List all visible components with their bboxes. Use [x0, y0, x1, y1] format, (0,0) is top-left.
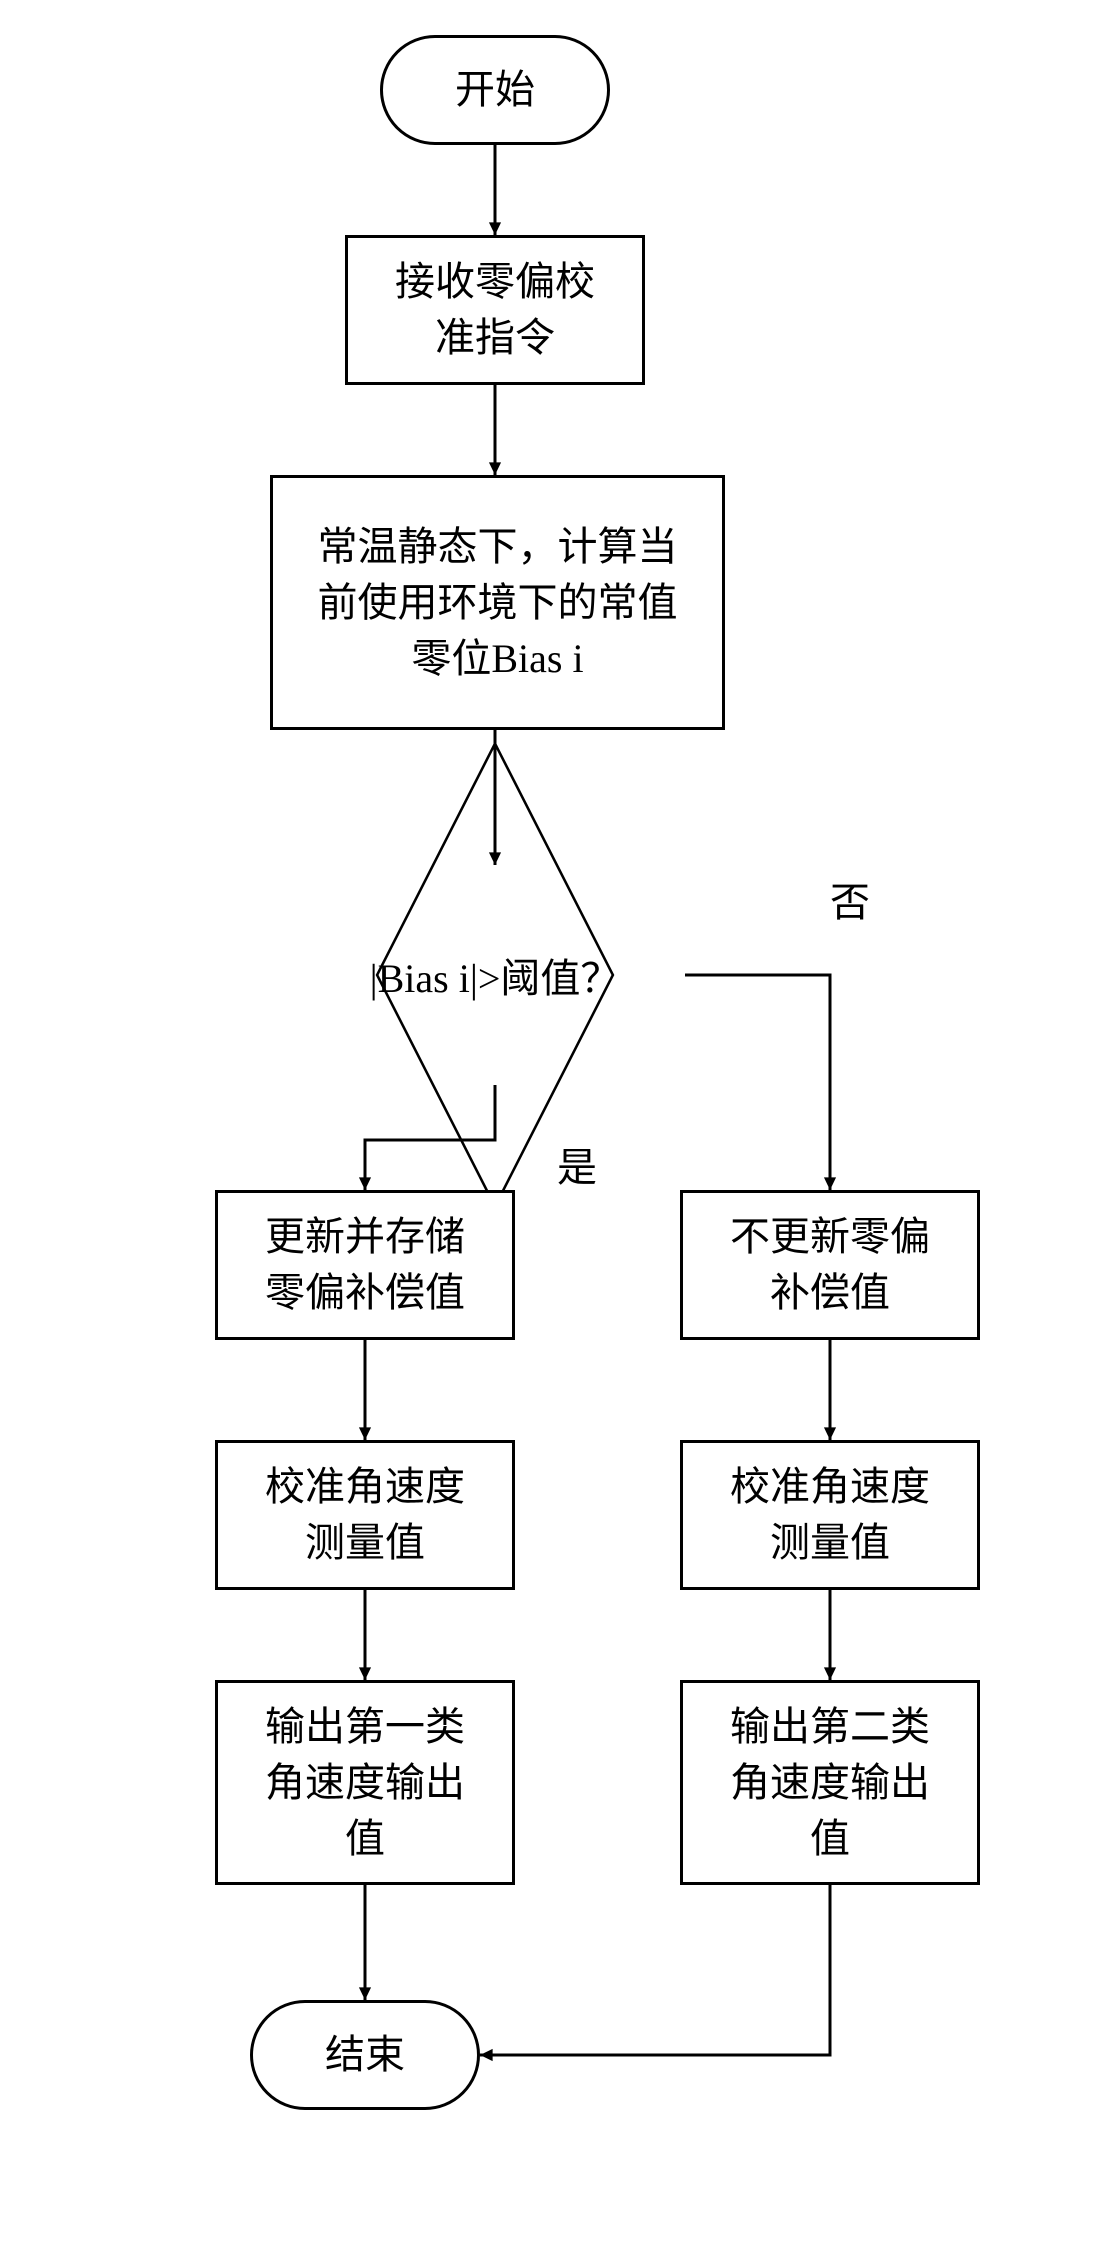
label-yes: 是 [557, 1135, 597, 1193]
decision-bias-threshold: |Bias i|>阈值？ [305, 865, 685, 1085]
no-text: 否 [830, 880, 870, 925]
arrowhead-icon [359, 1987, 371, 2000]
decision-text: |Bias i|>阈值？ [370, 946, 621, 1004]
process-receive-command: 接收零偏校 准指令 [345, 235, 645, 385]
decision-text-wrap: |Bias i|>阈值？ [305, 865, 685, 1085]
process-calibrate-left: 校准角速度 测量值 [215, 1440, 515, 1590]
arrowhead-icon [359, 1427, 371, 1440]
edge-out_r-end [480, 1885, 830, 2055]
out-l-text: 输出第一类 角速度输出 值 [265, 1699, 465, 1867]
arrowhead-icon [824, 1177, 836, 1190]
arrowhead-icon [489, 462, 501, 475]
arrowhead-icon [489, 222, 501, 235]
arrowhead-icon [824, 1667, 836, 1680]
flowchart-start: 开始 [380, 35, 610, 145]
update-text: 更新并存储 零偏补偿值 [265, 1209, 465, 1321]
arrowhead-icon [359, 1177, 371, 1190]
process-calibrate-right: 校准角速度 测量值 [680, 1440, 980, 1590]
out-r-text: 输出第二类 角速度输出 值 [730, 1699, 930, 1867]
arrowhead-icon [824, 1427, 836, 1440]
process-update-bias: 更新并存储 零偏补偿值 [215, 1190, 515, 1340]
arrowhead-icon [359, 1667, 371, 1680]
start-text: 开始 [455, 62, 535, 118]
cal-r-text: 校准角速度 测量值 [730, 1459, 930, 1571]
noupd-text: 不更新零偏 补偿值 [730, 1209, 930, 1321]
recv-text: 接收零偏校 准指令 [395, 254, 595, 366]
process-output-left: 输出第一类 角速度输出 值 [215, 1680, 515, 1885]
arrowhead-icon [480, 2049, 493, 2061]
process-calc-bias: 常温静态下，计算当 前使用环境下的常值 零位Bias i [270, 475, 725, 730]
label-no: 否 [830, 870, 870, 928]
cal-l-text: 校准角速度 测量值 [265, 1459, 465, 1571]
edge-decide-noupd [685, 975, 830, 1190]
flowchart-end: 结束 [250, 2000, 480, 2110]
process-output-right: 输出第二类 角速度输出 值 [680, 1680, 980, 1885]
calc-text: 常温静态下，计算当 前使用环境下的常值 零位Bias i [318, 519, 678, 687]
process-no-update: 不更新零偏 补偿值 [680, 1190, 980, 1340]
end-text: 结束 [325, 2027, 405, 2083]
yes-text: 是 [557, 1145, 597, 1190]
